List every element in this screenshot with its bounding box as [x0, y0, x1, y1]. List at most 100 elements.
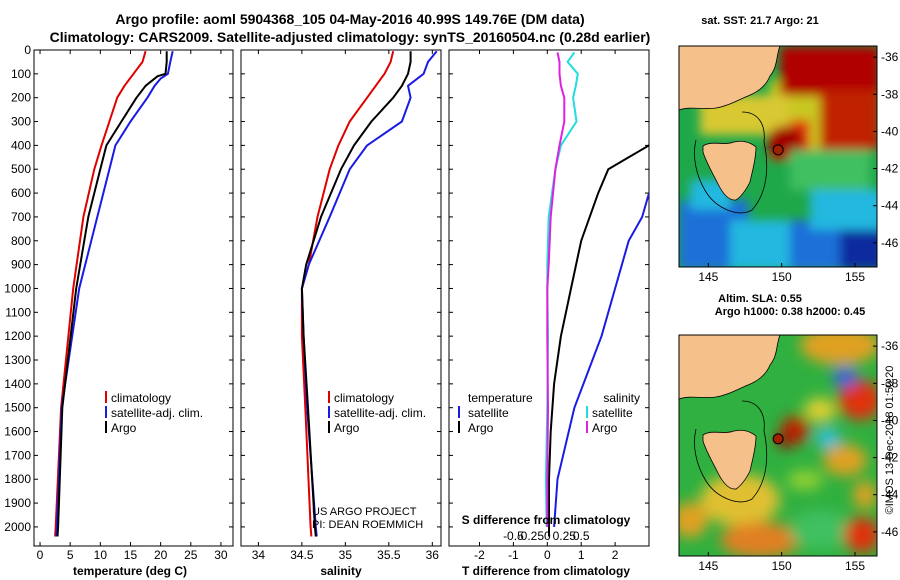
map-ytick-label: -38 [881, 87, 899, 101]
sla-map-title: Altim. SLA: 0.55 [718, 293, 802, 305]
depth-tick-label: 1200 [4, 329, 31, 343]
depth-tick-label: 0 [24, 43, 31, 57]
difference-legend-salinity: salinity satellite Argo [586, 391, 640, 435]
sdiff-argo-line [546, 52, 566, 527]
depth-tick-label: 300 [11, 115, 31, 129]
legend-label-s-satellite: satellite [592, 406, 633, 420]
salinity-tick-label: 34.5 [290, 548, 314, 562]
temperature-tick-label: 30 [214, 548, 228, 562]
temperature-tick-label: 0 [37, 548, 44, 562]
map-ytick-label: -36 [881, 50, 899, 64]
legend-swatch-argo [328, 421, 330, 433]
mainland-sst [679, 46, 781, 111]
sdiff-tick-label: 0 [544, 529, 551, 543]
tdiff-argo-line [548, 144, 649, 537]
legend-label-s-argo: Argo [592, 421, 618, 435]
map-ytick-label: -42 [881, 451, 899, 465]
salinity-tick-label: 36 [426, 548, 440, 562]
salinity-legend: climatology satellite-adj. clim. Argo [328, 391, 426, 435]
legend-label-argo: Argo [111, 421, 137, 435]
title-line1: Argo profile: aoml 5904368_105 04-May-20… [115, 11, 584, 27]
legend-swatch-s-satellite [586, 406, 588, 418]
credit-pi: PI: DEAN ROEMMICH [312, 519, 423, 531]
legend-label-satellite: satellite-adj. clim. [334, 406, 426, 420]
temperature-tick-label: 15 [124, 548, 138, 562]
temperature-tick-label: 20 [154, 548, 168, 562]
depth-tick-label: 700 [11, 210, 31, 224]
map-ytick-label: -46 [881, 236, 899, 250]
difference-legend-temperature: temperature satellite Argo [458, 391, 533, 435]
tdiff-xlabel: T difference from climatology [462, 564, 630, 578]
difference-panel [448, 49, 650, 547]
depth-tick-label: 1800 [4, 472, 31, 486]
map-xtick-label: 150 [772, 270, 792, 284]
depth-tick-label: 200 [11, 91, 31, 105]
legend-swatch-satellite [328, 406, 330, 418]
map-ytick-label: -38 [881, 376, 899, 390]
temperature-series [54, 50, 174, 537]
map-ytick-label: -44 [881, 488, 899, 502]
title-line2: Climatology: CARS2009. Satellite-adjuste… [50, 29, 651, 45]
difference-series [544, 51, 649, 537]
sdiff-tick-label: -0.25 [517, 529, 545, 543]
salinity-series [300, 50, 438, 537]
sla-field [679, 335, 877, 556]
legend-swatch-t-argo [458, 421, 460, 433]
sst-map-title: sat. SST: 21.7 Argo: 21 [701, 15, 819, 27]
depth-axis: 0 100 200 300 400 500 600 700 800 900 1000 1100 1200… [4, 43, 649, 534]
depth-tick-label: 400 [11, 138, 31, 152]
imos-credit: ©IMOS 13-Dec-2018 01:50:20 [884, 366, 896, 515]
isobath-sst [694, 111, 768, 214]
sla-map-frame [678, 334, 878, 557]
salinity-tick-label: 35 [339, 548, 353, 562]
depth-tick-label: 1600 [4, 425, 31, 439]
tasmania-sla [702, 429, 757, 490]
map-xtick-label: 145 [698, 559, 718, 573]
x-axes: 0 5 10 15 20 25 30 34 34.5 35 35.5 36 -2 -1 0 1 2 -0.5-0.… [37, 50, 619, 562]
map-ytick-label: -46 [881, 525, 899, 539]
temperature-tick-label: 25 [184, 548, 198, 562]
map-ytick-label: -36 [881, 339, 899, 353]
temperature-climatology-line [54, 50, 147, 537]
salinity-climatology-line [300, 50, 395, 537]
tasmania-sst [702, 140, 757, 201]
sdiff-xlabel: S difference from climatology [462, 513, 631, 527]
map-ytick-label: -40 [881, 413, 899, 427]
legend-swatch-climatology [328, 391, 330, 403]
depth-tick-label: 800 [11, 234, 31, 248]
depth-tick-label: 600 [11, 186, 31, 200]
sst-map-frame [678, 45, 878, 268]
legend-title-temperature: temperature [468, 391, 533, 405]
legend-label-satellite: satellite-adj. clim. [111, 406, 203, 420]
legend-title-salinity: salinity [603, 391, 640, 405]
map-ytick-label: -40 [881, 124, 899, 138]
salinity-argo-line [300, 51, 412, 537]
depth-tick-label: 1400 [4, 377, 31, 391]
legend-swatch-climatology [105, 391, 107, 403]
credit-project: US ARGO PROJECT [312, 506, 417, 518]
sdiff-tick-label: 0.5 [573, 529, 590, 543]
temperature-satellite-line [55, 50, 174, 537]
depth-tick-label: 1300 [4, 353, 31, 367]
map-xtick-label: 145 [698, 270, 718, 284]
salinity-panel [240, 49, 442, 547]
argo-position-marker [772, 433, 784, 445]
sla-map-title2: Argo h1000: 0.38 h2000: 0.45 [715, 306, 865, 318]
map-xtick-label: 150 [772, 559, 792, 573]
salinity-tick-label: 34 [252, 548, 266, 562]
temperature-tick-label: 5 [67, 548, 74, 562]
salinity-xlabel: salinity [320, 564, 362, 578]
legend-swatch-satellite [105, 406, 107, 418]
legend-swatch-argo [105, 421, 107, 433]
sla-map [679, 335, 877, 556]
tdiff-tick-label: 1 [578, 548, 585, 562]
depth-tick-label: 500 [11, 162, 31, 176]
argo-position-marker [772, 144, 784, 156]
legend-label-t-satellite: satellite [468, 406, 509, 420]
sla-map-axes: 145 150 155 -36 -38 -40 -42 -44 -46 [698, 339, 898, 573]
temperature-panel [33, 49, 234, 547]
salinity-tick-label: 35.5 [377, 548, 401, 562]
depth-tick-label: 1500 [4, 401, 31, 415]
depth-tick-label: 900 [11, 258, 31, 272]
